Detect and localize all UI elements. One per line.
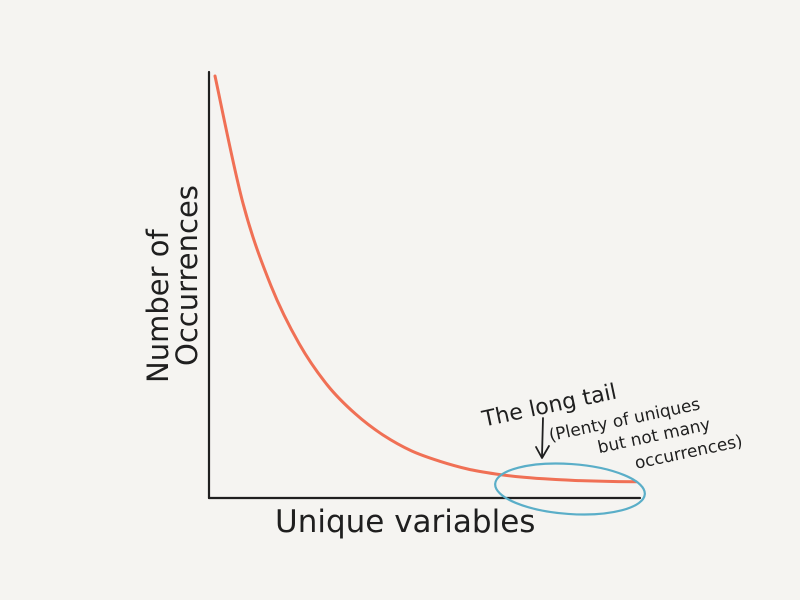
y-axis-label-line2: Occurrences xyxy=(170,185,204,366)
x-axis-label: Unique variables xyxy=(275,504,535,540)
annotation-arrow xyxy=(535,417,550,459)
y-axis-label-line1: Number of xyxy=(141,229,175,383)
long-tail-highlight-ellipse xyxy=(494,462,646,516)
y-axis-label: Number of Occurrences xyxy=(141,185,204,383)
series-line xyxy=(213,74,638,484)
